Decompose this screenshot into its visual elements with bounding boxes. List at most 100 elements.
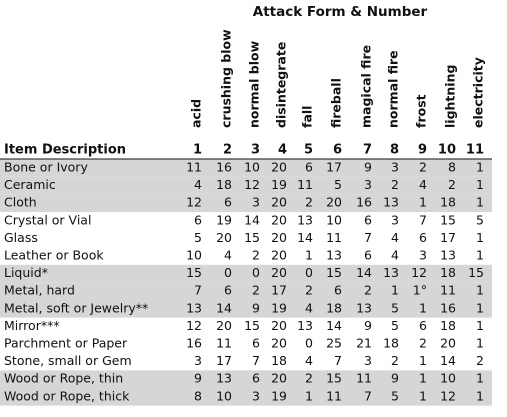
cell-value: 11 [356,371,372,386]
item-name: Parchment or Paper [4,336,128,351]
column-number: 9 [418,143,427,158]
column-number: 2 [223,143,232,158]
cell-value: 1 [419,371,427,386]
cell-value: 1 [391,283,399,298]
cell-value: 4 [419,177,427,192]
cell-value: 20 [440,336,456,351]
row-shade [0,264,492,283]
cell-value: 1° [413,283,427,298]
cell-value: 13 [383,195,399,210]
column-label: normal blow [247,40,262,128]
cell-value: 16 [216,160,232,175]
cell-value: 7 [252,353,260,368]
cell-value: 5 [391,318,399,333]
cell-value: 13 [216,371,232,386]
cell-value: 9 [252,300,260,315]
item-name: Wood or Rope, thin [4,371,123,386]
cell-value: 2 [391,353,399,368]
cell-value: 1 [476,177,484,192]
cell-value: 18 [326,300,342,315]
cell-value: 1 [305,248,313,263]
cell-value: 3 [364,353,372,368]
cell-value: 1 [419,300,427,315]
row-shade [0,300,492,318]
cell-value: 6 [364,212,372,227]
cell-value: 0 [305,265,313,280]
cell-value: 6 [252,336,260,351]
cell-value: 0 [224,265,232,280]
item-name: Leather or Book [4,248,104,263]
cell-value: 9 [194,371,202,386]
cell-value: 15 [186,265,202,280]
cell-value: 2 [305,371,313,386]
cell-value: 15 [326,371,342,386]
column-number: 4 [278,143,287,158]
cell-value: 0 [305,336,313,351]
cell-value: 1 [419,353,427,368]
cell-value: 5 [476,212,484,227]
cell-value: 11 [216,336,232,351]
cell-value: 3 [194,353,202,368]
cell-value: 2 [364,283,372,298]
cell-value: 6 [252,371,260,386]
cell-value: 14 [356,265,372,280]
item-name: Metal, soft or Jewelry** [4,300,148,315]
item-name: Metal, hard [4,283,75,298]
cell-value: 16 [440,300,456,315]
cell-value: 18 [440,195,456,210]
column-label: electricity [471,57,486,128]
cell-value: 14 [297,230,313,245]
column-label: fall [300,106,315,128]
column-number: 8 [390,143,399,158]
cell-value: 13 [297,212,313,227]
cell-value: 10 [440,371,456,386]
item-name: Mirror*** [4,318,60,333]
item-name: Stone, small or Gem [4,353,132,368]
cell-value: 4 [305,300,313,315]
cell-value: 1 [476,283,484,298]
cell-value: 7 [334,353,342,368]
cell-value: 6 [419,318,427,333]
cell-value: 4 [194,177,202,192]
column-label: fireball [329,78,344,128]
cell-value: 20 [271,336,287,351]
cell-value: 8 [194,388,202,403]
cell-value: 13 [297,318,313,333]
cell-value: 20 [271,318,287,333]
cell-value: 17 [216,353,232,368]
cell-value: 21 [356,336,372,351]
cell-value: 4 [391,248,399,263]
cell-value: 1 [476,160,484,175]
column-label: frost [414,94,429,128]
cell-value: 19 [271,300,287,315]
cell-value: 15 [244,318,260,333]
cell-value: 9 [391,371,399,386]
cell-value: 20 [271,230,287,245]
cell-value: 1 [476,300,484,315]
column-label: magical fire [359,45,374,128]
column-number: 11 [466,143,484,158]
row-shade [0,282,492,300]
column-number: 5 [304,143,313,158]
cell-value: 6 [364,248,372,263]
cell-value: 12 [411,265,427,280]
cell-value: 2 [419,160,427,175]
cell-value: 1 [476,388,484,403]
cell-value: 11 [326,388,342,403]
column-number: 7 [363,143,372,158]
cell-value: 20 [271,212,287,227]
cell-value: 7 [419,212,427,227]
cell-value: 2 [252,248,260,263]
cell-value: 3 [391,212,399,227]
cell-value: 14 [440,353,456,368]
cell-value: 15 [468,265,484,280]
cell-value: 2 [305,283,313,298]
cell-value: 16 [356,195,372,210]
cell-value: 9 [364,160,372,175]
cell-value: 1 [476,336,484,351]
cell-value: 10 [216,388,232,403]
cell-value: 1 [476,371,484,386]
column-label: lightning [443,65,458,128]
column-label: acid [189,99,204,128]
cell-value: 10 [326,212,342,227]
